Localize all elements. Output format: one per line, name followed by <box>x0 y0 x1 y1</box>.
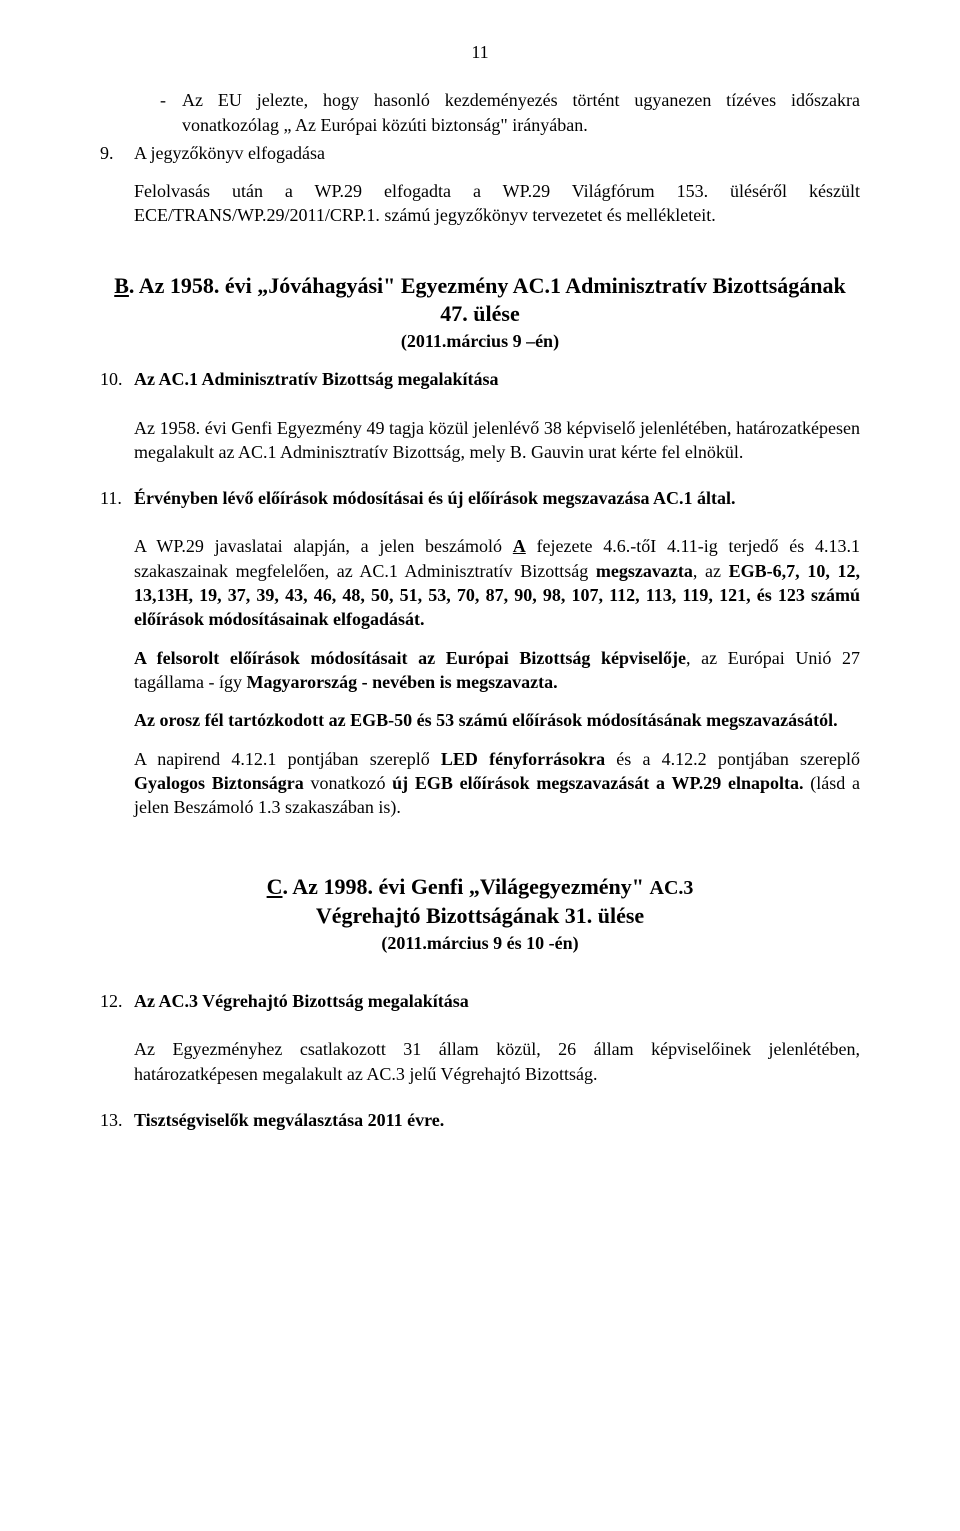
section-b-letter: B <box>114 273 129 298</box>
item-11-heading: Érvényben lévő előírások módosításai és … <box>134 488 735 508</box>
item-9-heading: A jegyzőkönyv elfogadása <box>134 143 325 163</box>
item-13-body: Tisztségviselők megválasztása 2011 évre. <box>134 1108 860 1146</box>
section-b-rest: . Az 1958. évi „Jóváhagyási" Egyezmény A… <box>129 273 846 327</box>
item-10: 10. Az AC.1 Adminisztratív Bizottság meg… <box>100 367 860 478</box>
bullet-mark: - <box>160 88 182 137</box>
section-b-title: B. Az 1958. évi „Jóváhagyási" Egyezmény … <box>100 272 860 329</box>
item-9-text: Felolvasás után a WP.29 elfogadta a WP.2… <box>134 181 860 225</box>
item-10-p: Az 1958. évi Genfi Egyezmény 49 tagja kö… <box>134 418 860 462</box>
top-indent: - Az EU jelezte, hogy hasonló kezdeménye… <box>100 88 860 137</box>
item-12-body: Az AC.3 Végrehajtó Bizottság megalakítás… <box>134 989 860 1100</box>
item-11-num: 11. <box>100 486 134 833</box>
item-11-p1: A WP.29 javaslatai alapján, a jelen besz… <box>134 534 860 631</box>
p4-b: és a 4.12.2 pontjában szereplő <box>605 749 860 769</box>
p2-bold1: A felsorolt előírások módosításait az Eu… <box>134 648 686 668</box>
page-number: 11 <box>100 40 860 64</box>
section-b-date: (2011.március 9 –én) <box>100 329 860 353</box>
section-c-title: C. Az 1998. évi Genfi „Világegyezmény" A… <box>100 873 860 930</box>
item-13: 13. Tisztségviselők megválasztása 2011 é… <box>100 1108 860 1146</box>
page: 11 - Az EU jelezte, hogy hasonló kezdemé… <box>0 0 960 1531</box>
item-12-heading: Az AC.3 Végrehajtó Bizottság megalakítás… <box>134 991 469 1011</box>
p4-b2: Gyalogos Biztonságra <box>134 773 304 793</box>
p1-a: A WP.29 javaslatai alapján, a jelen besz… <box>134 536 513 556</box>
item-12: 12. Az AC.3 Végrehajtó Bizottság megalak… <box>100 989 860 1100</box>
section-c-line1: C. Az 1998. évi Genfi „Világegyezmény" A… <box>100 873 860 902</box>
section-c-letter: C <box>267 874 283 899</box>
item-11-p3: Az orosz fél tartózkodott az EGB-50 és 5… <box>134 708 860 732</box>
item-11-p2: A felsorolt előírások módosításait az Eu… <box>134 646 860 695</box>
item-10-heading: Az AC.1 Adminisztratív Bizottság megalak… <box>134 369 498 389</box>
p4-b3: új EGB előírások megszavazását a WP.29 e… <box>392 773 803 793</box>
p4-a: A napirend 4.12.1 pontjában szereplő <box>134 749 441 769</box>
item-9-body: A jegyzőkönyv elfogadása Felolvasás után… <box>134 141 860 242</box>
item-12-p: Az Egyezményhez csatlakozott 31 állam kö… <box>134 1039 860 1083</box>
item-10-num: 10. <box>100 367 134 478</box>
item-9-num: 9. <box>100 141 134 242</box>
item-10-body: Az AC.1 Adminisztratív Bizottság megalak… <box>134 367 860 478</box>
bullet-item: - Az EU jelezte, hogy hasonló kezdeménye… <box>160 88 860 137</box>
section-c-ac3: AC.3 <box>650 877 694 899</box>
item-13-heading: Tisztségviselők megválasztása 2011 évre. <box>134 1110 444 1130</box>
p1-c: , az <box>693 561 729 581</box>
p4-b1: LED fényforrásokra <box>441 749 605 769</box>
item-12-num: 12. <box>100 989 134 1100</box>
p2-bold2: Magyarország - nevében is megszavazta. <box>246 672 557 692</box>
p1-bold1: megszavazta <box>596 561 693 581</box>
item-13-num: 13. <box>100 1108 134 1146</box>
section-c-mid: . Az 1998. évi Genfi „Világegyezmény" <box>283 874 650 899</box>
p4-c: vonatkozó <box>304 773 392 793</box>
bullet-text: Az EU jelezte, hogy hasonló kezdeményezé… <box>182 88 860 137</box>
item-11-body: Érvényben lévő előírások módosításai és … <box>134 486 860 833</box>
section-c-date: (2011.március 9 és 10 -én) <box>100 931 860 955</box>
item-11: 11. Érvényben lévő előírások módosításai… <box>100 486 860 833</box>
p1-u: A <box>513 536 526 556</box>
item-11-p4: A napirend 4.12.1 pontjában szereplő LED… <box>134 747 860 820</box>
section-c-line2: Végrehajtó Bizottságának 31. ülése <box>100 902 860 931</box>
item-9: 9. A jegyzőkönyv elfogadása Felolvasás u… <box>100 141 860 242</box>
